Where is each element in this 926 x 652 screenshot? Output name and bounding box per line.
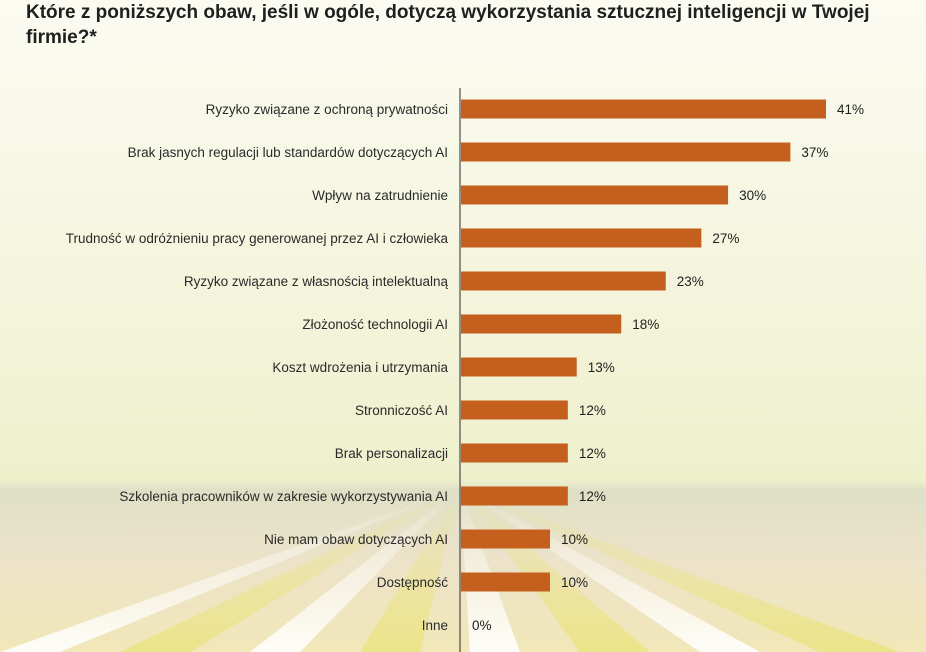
bar [461, 400, 568, 420]
value-label: 37% [801, 145, 828, 160]
chart-title: Które z poniższych obaw, jeśli w ogóle, … [26, 2, 870, 48]
category-label: Trudność w odróżnieniu pracy generowanej… [66, 231, 449, 246]
bar [461, 529, 551, 549]
category-label: Brak jasnych regulacji lub standardów do… [128, 145, 448, 160]
bars [461, 99, 826, 592]
bar [461, 185, 729, 205]
value-label: 30% [739, 188, 766, 203]
value-label: 18% [632, 317, 659, 332]
bar [461, 486, 568, 506]
value-label: 13% [588, 360, 615, 375]
category-label: Brak personalizacji [335, 446, 448, 461]
value-label: 41% [837, 102, 864, 117]
value-label: 23% [677, 274, 704, 289]
category-label: Stronniczość AI [355, 403, 448, 418]
category-label: Złożoność technologii AI [302, 317, 448, 332]
bar [461, 142, 791, 162]
bar [461, 99, 826, 119]
category-label: Ryzyko związane z własnością intelektual… [184, 274, 449, 289]
category-label: Inne [422, 618, 448, 633]
category-label: Szkolenia pracowników w zakresie wykorzy… [119, 489, 448, 504]
category-label: Ryzyko związane z ochroną prywatności [206, 102, 448, 117]
value-labels: 41% 37% 30% 27% 23% 18% 13% 12% 12% 12% 10% 10% 0% [472, 102, 864, 633]
value-label: 10% [561, 532, 588, 547]
bar [461, 228, 702, 248]
value-label: 0% [472, 618, 492, 633]
value-label: 10% [561, 575, 588, 590]
category-labels: Ryzyko związane z ochroną prywatności Bra… [66, 102, 449, 633]
bar [461, 443, 568, 463]
category-label: Wpływ na zatrudnienie [312, 188, 448, 203]
category-label: Nie mam obaw dotyczących AI [264, 532, 448, 547]
value-label: 12% [579, 403, 606, 418]
value-label: 12% [579, 446, 606, 461]
bar [461, 357, 577, 377]
value-label: 12% [579, 489, 606, 504]
category-label: Dostępność [377, 575, 449, 590]
bar [461, 572, 551, 592]
bar [461, 271, 666, 291]
bar [461, 314, 622, 334]
category-label: Koszt wdrożenia i utrzymania [272, 360, 448, 375]
value-label: 27% [712, 231, 739, 246]
